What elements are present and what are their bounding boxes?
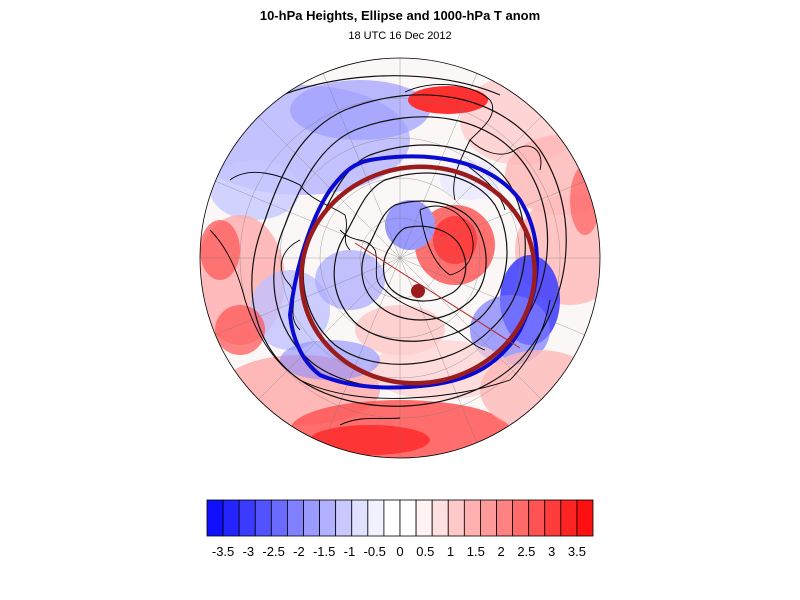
colorbar-tick-label: -1	[344, 544, 356, 559]
globe-outline	[199, 57, 601, 459]
colorbar-box	[480, 499, 497, 537]
colorbar-box	[528, 499, 546, 537]
colorbar-box	[303, 499, 320, 537]
colorbar-box	[287, 499, 304, 537]
colorbar-box	[512, 499, 530, 537]
vortex-ellipse	[299, 164, 537, 386]
ellipse-center	[411, 284, 425, 298]
colorbar-box	[238, 499, 256, 537]
colorbar-box	[576, 499, 594, 537]
colorbar-tick-label: -1.5	[313, 544, 335, 559]
coastlines	[209, 83, 551, 426]
colorbar-box	[206, 499, 224, 537]
colorbar-boxes	[206, 499, 594, 537]
colorbar-box	[367, 499, 385, 537]
colorbar-labels: -3.5 -3 -2.5 -2 -1.5 -1 -0.5 0 0.5 1 1.5 2 2.5 3 3.5	[212, 544, 586, 559]
height-contour	[333, 172, 508, 342]
colorbar-tick-label: -2	[293, 544, 305, 559]
colorbar-box	[463, 499, 481, 537]
colorbar-tick-label: 3.5	[568, 544, 586, 559]
colorbar-box	[447, 499, 465, 537]
ellipse-axis	[354, 242, 521, 349]
colorbar-box	[351, 499, 369, 537]
map-subtitle: 18 UTC 16 Dec 2012	[348, 30, 452, 42]
colorbar-tick-label: 1	[447, 544, 454, 559]
colorbar-tick-label: 3	[548, 544, 555, 559]
polar-map	[199, 57, 601, 459]
colorbar-tick-label: 2.5	[517, 544, 535, 559]
colorbar-box	[399, 499, 417, 537]
colorbar-box	[319, 499, 337, 537]
height-contour	[382, 225, 467, 302]
colorbar-tick-label: 2	[497, 544, 504, 559]
colorbar-box	[544, 499, 562, 537]
colorbar-tick-label: 1.5	[467, 544, 485, 559]
colorbar-tick-label: -3.5	[212, 544, 234, 559]
map-title: 10-hPa Heights, Ellipse and 1000-hPa T a…	[259, 8, 541, 23]
colorbar-box	[383, 499, 401, 537]
colorbar-box	[560, 499, 578, 537]
vortex-edge-line	[287, 154, 539, 390]
colorbar-tick-label: -0.5	[364, 544, 386, 559]
colorbar-tick-label: 0	[396, 544, 403, 559]
colorbar-tick-label: 0.5	[416, 544, 434, 559]
colorbar-box	[335, 499, 353, 537]
colorbar-box	[254, 499, 272, 537]
colorbar-tick-label: -3	[243, 544, 255, 559]
colorbar-tick-label: -2.5	[262, 544, 284, 559]
height-contour	[361, 200, 487, 321]
colorbar-box	[431, 499, 449, 537]
colorbar-box	[415, 499, 433, 537]
colorbar-box	[222, 499, 240, 537]
height-contour	[251, 94, 567, 407]
colorbar-box	[270, 499, 288, 537]
colorbar-box	[496, 499, 513, 537]
